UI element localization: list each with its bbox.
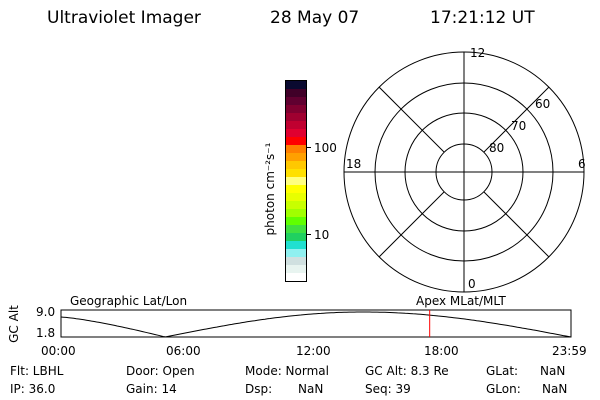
colorbar-band-2 <box>286 97 306 105</box>
lat-label-70: 70 <box>511 119 527 133</box>
glat-label: GLat: <box>486 364 519 378</box>
colorbar-band-9 <box>286 153 306 161</box>
mlt-label-0: 0 <box>468 277 476 291</box>
colorbar-band-15 <box>286 201 306 209</box>
time-label: 17:21:12 UT <box>430 8 535 28</box>
glon-value: NaN <box>542 382 568 396</box>
seq-status: Seq: 39 <box>365 382 411 396</box>
colorbar-band-24 <box>286 273 306 281</box>
colorbar-unit-label: photon cm⁻²s⁻¹ <box>263 142 277 236</box>
filter-status: Flt: LBHL <box>10 364 64 378</box>
colorbar-band-0 <box>286 81 306 89</box>
colorbar-tick-10: 10 <box>314 228 330 242</box>
colorbar-tick-100: 100 <box>314 141 337 155</box>
glat-value: NaN <box>540 364 566 378</box>
lat-label-80: 80 <box>489 141 505 155</box>
gc-alt-status: GC Alt: 8.3 Re <box>365 364 449 378</box>
dsp-value: NaN <box>298 382 324 396</box>
colorbar <box>285 80 307 282</box>
colorbar-band-20 <box>286 241 306 249</box>
colorbar-band-1 <box>286 89 306 97</box>
colorbar-band-17 <box>286 217 306 225</box>
mlt-label-6: 6 <box>578 157 586 171</box>
mlt-label-12: 12 <box>470 46 486 60</box>
colorbar-band-14 <box>286 193 306 201</box>
colorbar-band-19 <box>286 233 306 241</box>
x-tick-0: 00:00 <box>41 344 76 358</box>
colorbar-band-18 <box>286 225 306 233</box>
x-tick-6: 06:00 <box>166 344 201 358</box>
y-tick-9: 9.0 <box>36 305 56 319</box>
colorbar-band-7 <box>286 137 306 145</box>
lat-label-60: 60 <box>535 97 551 111</box>
colorbar-band-22 <box>286 257 306 265</box>
x-tick-2359: 23:59 <box>552 344 587 358</box>
colorbar-band-12 <box>286 177 306 185</box>
colorbar-band-3 <box>286 105 306 113</box>
mlt-label-18: 18 <box>346 157 362 171</box>
instrument-title: Ultraviolet Imager <box>47 8 201 28</box>
ip-status: IP: 36.0 <box>10 382 56 396</box>
altitude-curve <box>60 311 572 338</box>
orbit-altitude-plot <box>60 309 572 338</box>
dsp-label: Dsp: <box>245 382 273 396</box>
x-tick-12: 12:00 <box>296 344 331 358</box>
geographic-label: Geographic Lat/Lon <box>70 294 188 308</box>
colorbar-band-21 <box>286 249 306 257</box>
date-label: 28 May 07 <box>270 8 360 28</box>
colorbar-band-6 <box>286 129 306 137</box>
colorbar-band-13 <box>286 185 306 193</box>
x-tick-18: 18:00 <box>424 344 459 358</box>
gc-alt-axis-label: GC Alt <box>7 305 21 343</box>
mode-status: Mode: Normal <box>245 364 329 378</box>
door-status: Door: Open <box>126 364 195 378</box>
apex-label: Apex MLat/MLT <box>416 294 506 308</box>
colorbar-band-8 <box>286 145 306 153</box>
colorbar-band-16 <box>286 209 306 217</box>
colorbar-band-4 <box>286 113 306 121</box>
colorbar-band-10 <box>286 161 306 169</box>
glon-label: GLon: <box>486 382 521 396</box>
colorbar-band-5 <box>286 121 306 129</box>
y-tick-1.8: 1.8 <box>36 326 56 340</box>
colorbar-band-11 <box>286 169 306 177</box>
gain-status: Gain: 14 <box>126 382 177 396</box>
colorbar-band-23 <box>286 265 306 273</box>
